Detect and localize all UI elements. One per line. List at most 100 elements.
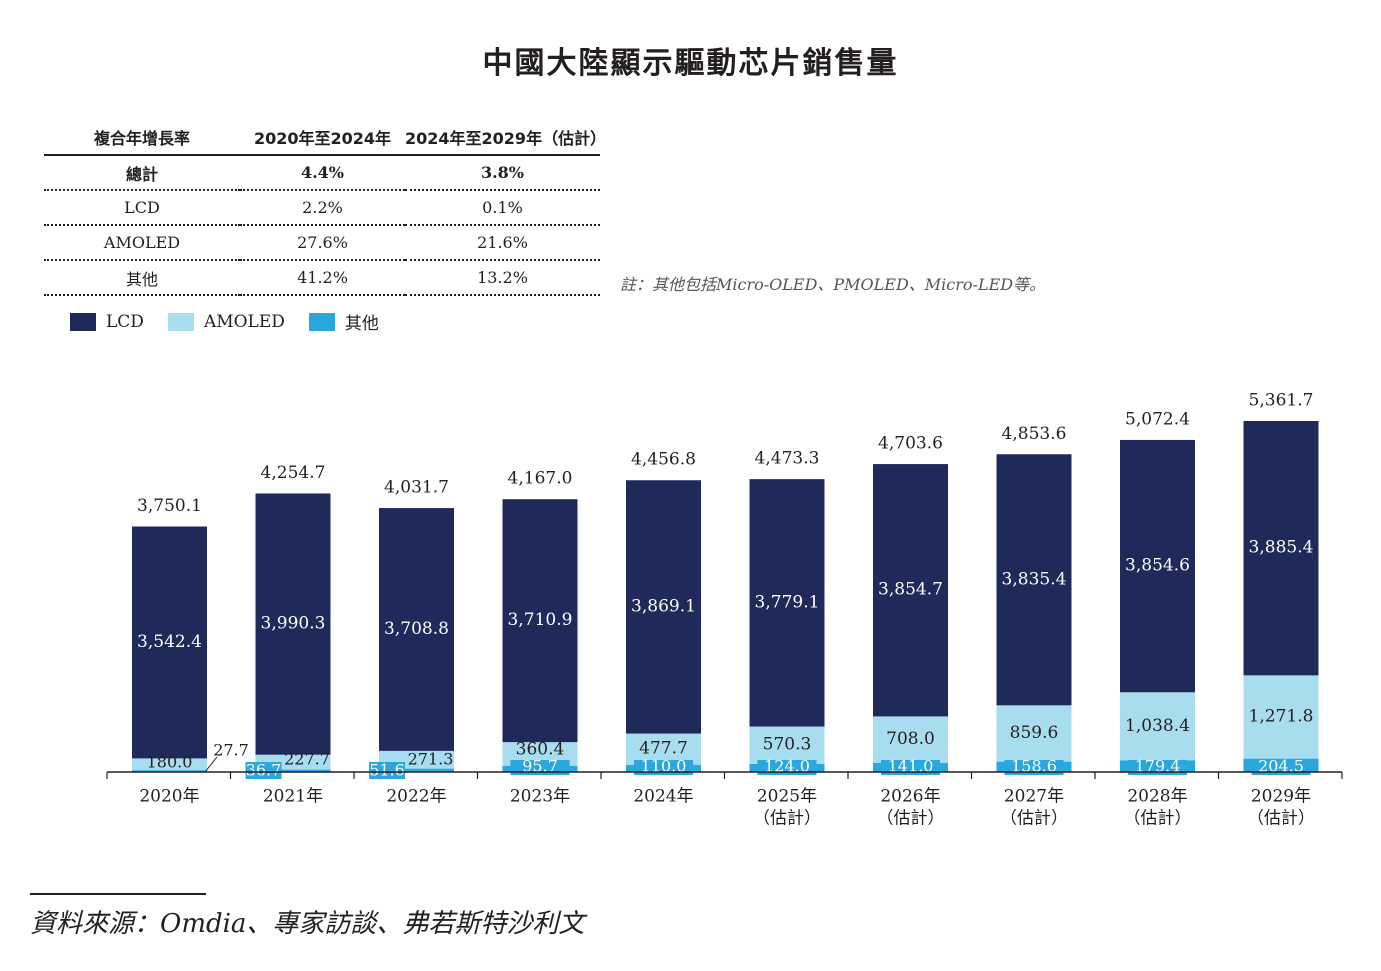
other-value-label: 141.0 <box>888 757 934 776</box>
chart-legend: LCD AMOLED 其他 <box>70 309 403 334</box>
amoled-value-label: 477.7 <box>639 739 688 759</box>
total-label: 5,361.7 <box>1249 391 1314 411</box>
amoled-value-label: 1,271.8 <box>1249 706 1314 726</box>
bar-other <box>379 768 454 772</box>
x-tick-label: 2025年 <box>757 787 817 807</box>
legend-item-lcd: LCD <box>70 312 144 332</box>
other-value-label: 27.7 <box>213 741 249 760</box>
cagr-row-other: 其他 41.2% 13.2% <box>44 260 600 296</box>
bar-amoled <box>1120 692 1195 761</box>
x-tick-label: 2023年 <box>510 787 570 807</box>
cagr-cell: 總計 <box>44 155 240 191</box>
total-label: 3,750.1 <box>137 496 202 516</box>
legend-swatch-lcd <box>70 312 96 331</box>
cagr-cell: 4.4% <box>240 155 405 191</box>
lcd-value-label: 3,869.1 <box>631 596 696 616</box>
total-label: 4,456.8 <box>631 450 696 470</box>
cagr-row-total: 總計 4.4% 3.8% <box>44 155 600 191</box>
other-label-box <box>245 762 282 779</box>
x-tick-label: 2028年 <box>1127 787 1187 807</box>
amoled-value-label: 570.3 <box>763 735 812 755</box>
other-label-box <box>369 762 405 779</box>
bar-amoled <box>873 716 948 763</box>
x-tick-label: 2024年 <box>633 787 693 807</box>
cagr-cell: 其他 <box>44 260 240 296</box>
lcd-value-label: 3,885.4 <box>1249 538 1314 558</box>
x-tick-sublabel: （估計） <box>1000 809 1068 829</box>
lcd-value-label: 3,835.4 <box>1002 569 1067 589</box>
bar-lcd <box>626 480 701 734</box>
cagr-table: 複合年增長率 2020年至2024年 2024年至2029年（估計） 總計 4.… <box>44 120 606 296</box>
x-tick-label: 2022年 <box>386 787 446 807</box>
bar-amoled <box>626 733 701 765</box>
cagr-cell: 13.2% <box>405 260 600 296</box>
bar-lcd <box>255 493 331 755</box>
amoled-value-label: 708.0 <box>886 729 935 749</box>
other-value-label: 95.7 <box>522 757 558 776</box>
legend-swatch-amoled <box>167 312 194 331</box>
source-text: 資料來源：Omdia、專家訪談、弗若斯特沙利文 <box>30 909 585 939</box>
other-value-label: 36.7 <box>246 761 282 780</box>
total-label: 4,703.6 <box>878 434 943 454</box>
x-tick-label: 2027年 <box>1004 787 1064 807</box>
legend-label-lcd: LCD <box>106 311 144 332</box>
chart-title: 中國大陸顯示驅動芯片銷售量 <box>482 46 899 81</box>
bar-lcd <box>1243 421 1319 676</box>
amoled-value-label: 227.7 <box>284 750 330 769</box>
cagr-row-lcd: LCD 2.2% 0.1% <box>44 190 600 226</box>
lcd-value-label: 3,854.6 <box>1125 556 1190 576</box>
x-tick-label: 2026年 <box>880 787 940 807</box>
total-label: 4,473.3 <box>755 449 820 469</box>
bar-other <box>132 770 207 772</box>
bar-lcd <box>379 508 454 751</box>
lcd-value-label: 3,990.3 <box>261 614 326 634</box>
x-tick-label: 2029年 <box>1251 787 1311 807</box>
cagr-cell: 3.8% <box>405 155 600 191</box>
cagr-header-2020-2024: 2020年至2024年 <box>240 120 405 156</box>
cagr-cell: 0.1% <box>405 190 600 226</box>
amoled-value-label: 271.3 <box>408 750 454 769</box>
x-tick-sublabel: （估計） <box>753 809 821 829</box>
cagr-header-2024-2029: 2024年至2029年（估計） <box>405 120 606 156</box>
cagr-cell: LCD <box>44 190 240 226</box>
footnote: 註：其他包括Micro-OLED、PMOLED、Micro-LED等。 <box>620 275 1046 294</box>
amoled-value-label: 360.4 <box>516 740 565 760</box>
total-label: 4,031.7 <box>384 478 449 498</box>
bar-lcd <box>996 454 1072 706</box>
amoled-value-label: 1,038.4 <box>1125 716 1190 736</box>
legend-swatch-other <box>308 312 335 331</box>
bar-other <box>255 769 331 772</box>
other-value-label: 158.6 <box>1011 757 1057 776</box>
other-value-label: 110.0 <box>641 757 687 776</box>
total-label: 4,853.6 <box>1002 424 1067 444</box>
bar-amoled <box>1243 675 1319 759</box>
other-value-label: 204.5 <box>1258 757 1304 776</box>
legend-item-amoled: AMOLED <box>167 311 285 332</box>
lcd-value-label: 3,708.8 <box>384 619 449 639</box>
legend-item-other: 其他 <box>308 309 379 334</box>
other-value-label: 179.4 <box>1135 757 1181 776</box>
x-tick-label: 2021年 <box>263 787 323 807</box>
bar-amoled <box>502 742 578 766</box>
lcd-value-label: 3,779.1 <box>755 592 820 612</box>
total-label: 4,254.7 <box>261 463 326 483</box>
amoled-value-label: 859.6 <box>1010 723 1059 743</box>
cagr-cell: 21.6% <box>405 225 600 261</box>
cagr-header-label: 複合年增長率 <box>44 120 240 156</box>
lcd-value-label: 3,854.7 <box>878 580 943 600</box>
total-label: 5,072.4 <box>1125 409 1190 429</box>
bar-lcd <box>1120 439 1195 693</box>
cagr-cell: AMOLED <box>44 225 240 261</box>
bar-amoled <box>996 705 1072 762</box>
bar-lcd <box>502 499 578 743</box>
other-value-label: 51.6 <box>369 761 405 780</box>
bar-lcd <box>132 526 207 759</box>
legend-label-other: 其他 <box>344 314 379 334</box>
x-tick-sublabel: （估計） <box>1247 809 1315 829</box>
other-value-label: 124.0 <box>764 757 810 776</box>
cagr-cell: 27.6% <box>240 225 405 261</box>
legend-label-amoled: AMOLED <box>203 311 285 332</box>
cagr-header-row: 複合年增長率 2020年至2024年 2024年至2029年（估計） <box>44 120 606 156</box>
x-tick-label: 2020年 <box>139 787 199 807</box>
